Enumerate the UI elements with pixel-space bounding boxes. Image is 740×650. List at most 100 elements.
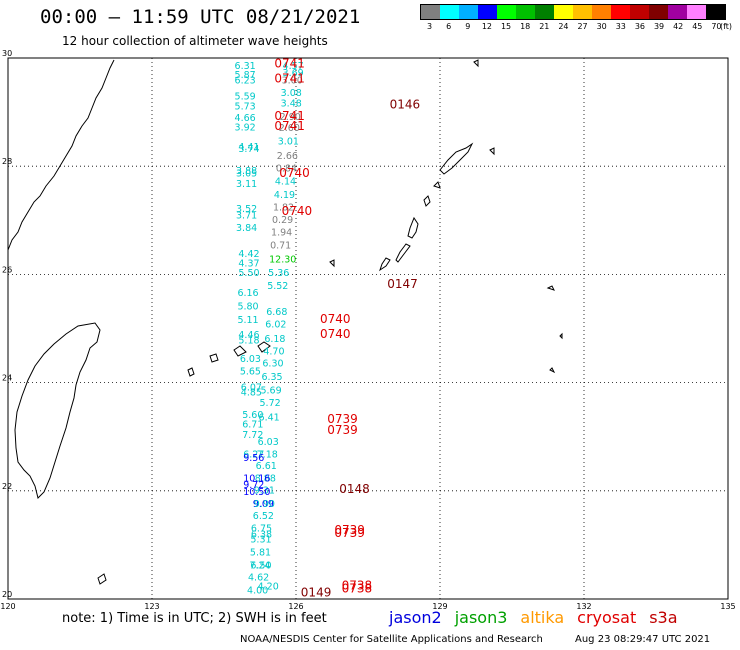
- pass-time-label: 0147: [387, 277, 418, 291]
- lon-tick-label: 123: [144, 602, 159, 611]
- legend-label: 15: [500, 22, 512, 31]
- wave-height-value: 3.84: [236, 223, 257, 234]
- satellite-name: cryosat: [577, 608, 637, 627]
- wave-height-value: 3.52: [236, 204, 257, 215]
- pass-time-label: 0738: [342, 582, 373, 596]
- wave-height-value: 3.74: [238, 144, 259, 155]
- legend-swatch: [554, 5, 573, 19]
- pass-time-label: 0740: [320, 327, 351, 341]
- wave-height-points: 4.573.693.00 3.083.48 2.902.60 3.01 2.66 0.84…: [235, 61, 304, 597]
- wave-height-value: 3.69: [283, 68, 304, 79]
- wave-height-value: 4.70: [263, 346, 284, 357]
- note-text: note: 1) Time is in UTC; 2) SWH is in fe…: [62, 611, 327, 626]
- wave-height-value: 6.50: [250, 561, 271, 572]
- satellite-name: jason3: [454, 608, 508, 627]
- ryukyu-okinawa: [379, 216, 419, 272]
- pass-time-label: 0740: [282, 204, 313, 218]
- legend-label: 9: [465, 22, 471, 31]
- legend-label: 42: [673, 22, 684, 31]
- wave-height-value: 4.20: [258, 581, 279, 592]
- wave-height-value: 6.18: [264, 334, 285, 345]
- pass-time-label: 0149: [301, 585, 332, 599]
- wave-height-value: 9.90: [254, 499, 275, 510]
- minor-islets: [97, 59, 563, 585]
- wave-height-value: 3.05: [236, 168, 257, 179]
- wave-height-value: 5.69: [260, 385, 281, 396]
- lat-lon-grid: [8, 58, 728, 599]
- wave-height-value: 3.71: [236, 211, 257, 222]
- wave-height-value: 6.52: [253, 511, 274, 522]
- pass-time-label: 0146: [390, 97, 421, 111]
- legend-label: 45: [692, 22, 703, 31]
- wave-height-value: 4.00: [247, 586, 268, 597]
- wave-height-value: 5.80: [237, 302, 258, 313]
- wave-height-value: 4.57: [283, 61, 304, 72]
- legend-swatch: [668, 5, 687, 19]
- lon-tick-label: 132: [576, 602, 591, 611]
- legend-label: 30: [596, 22, 607, 31]
- legend-swatch: [649, 5, 668, 19]
- wave-height-value: 6.16: [237, 288, 258, 299]
- wave-height-value: 7.72: [242, 430, 263, 441]
- wave-height-value: 3.00: [282, 75, 303, 86]
- wave-height-value: 7.24: [249, 561, 270, 572]
- wave-height-value: 6.07: [241, 383, 262, 394]
- pass-time-label: 0741: [274, 109, 305, 123]
- wave-height-value: 5.60: [242, 410, 263, 421]
- wave-height-value: 5.72: [260, 398, 281, 409]
- legend-swatch: [516, 5, 535, 19]
- wave-height-value: 6.35: [261, 372, 282, 383]
- wave-height-value: 9.09: [253, 499, 274, 510]
- pass-time-label: 0739: [334, 523, 365, 537]
- wave-height-value: 2.60: [279, 123, 300, 134]
- legend-label: 21: [539, 22, 550, 31]
- wave-height-value: 4.85: [241, 388, 262, 399]
- wave-height-value: 0.84: [276, 164, 297, 175]
- lat-tick-label: 26: [2, 265, 12, 274]
- lon-tick-label: 135: [720, 602, 735, 611]
- wave-height-value: 9.72: [243, 480, 264, 491]
- wave-height-value: 5.87: [235, 70, 256, 81]
- map-subtitle: 12 hour collection of altimeter wave hei…: [62, 34, 328, 48]
- pass-time-label: 0739: [334, 526, 365, 540]
- pass-time-label: 0738: [342, 578, 373, 592]
- wave-height-value: 3.11: [236, 179, 257, 190]
- legend-label: 6: [446, 22, 452, 31]
- wave-height-value: 9.56: [243, 453, 264, 464]
- wave-height-value: 10.16: [243, 474, 270, 485]
- wave-height-value: 6.03: [240, 354, 261, 365]
- lat-tick-label: 20: [2, 590, 12, 599]
- wave-height-value: 6.30: [262, 358, 283, 369]
- lat-tick-label: 28: [2, 157, 12, 166]
- legend-label: (ft): [719, 22, 733, 31]
- lat-tick-label: 24: [2, 374, 12, 383]
- mainland-coastline: [7, 59, 115, 251]
- wave-height-value: 4.19: [274, 190, 295, 201]
- legend-labels: 3 6 9 12 15 18 21 24 27 30 33 36 39 42 45 70 (ft): [420, 20, 732, 32]
- wave-height-value: 3.48: [281, 99, 302, 110]
- pass-time-labels: 0741074107410741074007400740074007390739…: [274, 57, 420, 600]
- pass-time-label: 0739: [327, 412, 358, 426]
- pass-time-label: 0741: [274, 57, 305, 71]
- wave-height-value: 5.50: [238, 268, 259, 279]
- legend-swatch: [535, 5, 554, 19]
- wave-height-value: 8.88: [255, 474, 276, 485]
- taiwan-coastline: [14, 322, 101, 499]
- legend-swatch: [687, 5, 706, 19]
- legend-label: 24: [558, 22, 569, 31]
- lat-tick-label: 30: [2, 49, 12, 58]
- wave-height-value: 3.08: [281, 88, 302, 99]
- wave-height-value: 4.14: [275, 177, 296, 188]
- wave-height-value: 6.75: [251, 523, 272, 534]
- wave-height-value: 6.27: [243, 449, 264, 460]
- coastlines: [7, 59, 563, 585]
- wave-height-value: 3.92: [235, 122, 256, 133]
- legend-label: 12: [481, 22, 493, 31]
- wave-height-value: 6.61: [256, 461, 277, 472]
- wave-height-value: 5.65: [240, 366, 261, 377]
- satellite-name: altika: [520, 608, 565, 627]
- legend-swatch: [573, 5, 592, 19]
- wave-height-value: 4.41: [238, 142, 259, 153]
- wave-height-value: 6.68: [266, 307, 287, 318]
- lon-tick-label: 129: [432, 602, 447, 611]
